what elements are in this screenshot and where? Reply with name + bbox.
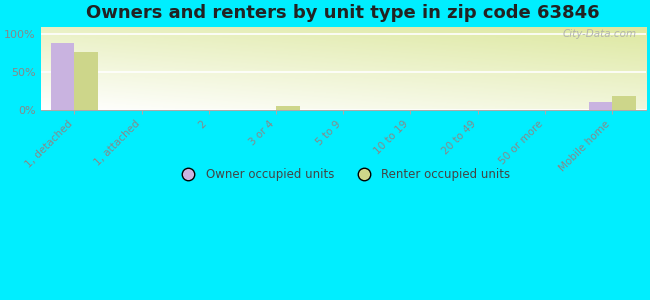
Bar	[612, 96, 636, 110]
Legend: Owner occupied units, Renter occupied units: Owner occupied units, Renter occupied un…	[172, 164, 515, 186]
Title: Owners and renters by unit type in zip code 63846: Owners and renters by unit type in zip c…	[86, 4, 600, 22]
Bar	[74, 52, 98, 110]
Text: City-Data.com: City-Data.com	[563, 29, 637, 39]
Bar	[51, 43, 74, 110]
Bar	[276, 106, 300, 110]
Bar	[589, 102, 612, 110]
